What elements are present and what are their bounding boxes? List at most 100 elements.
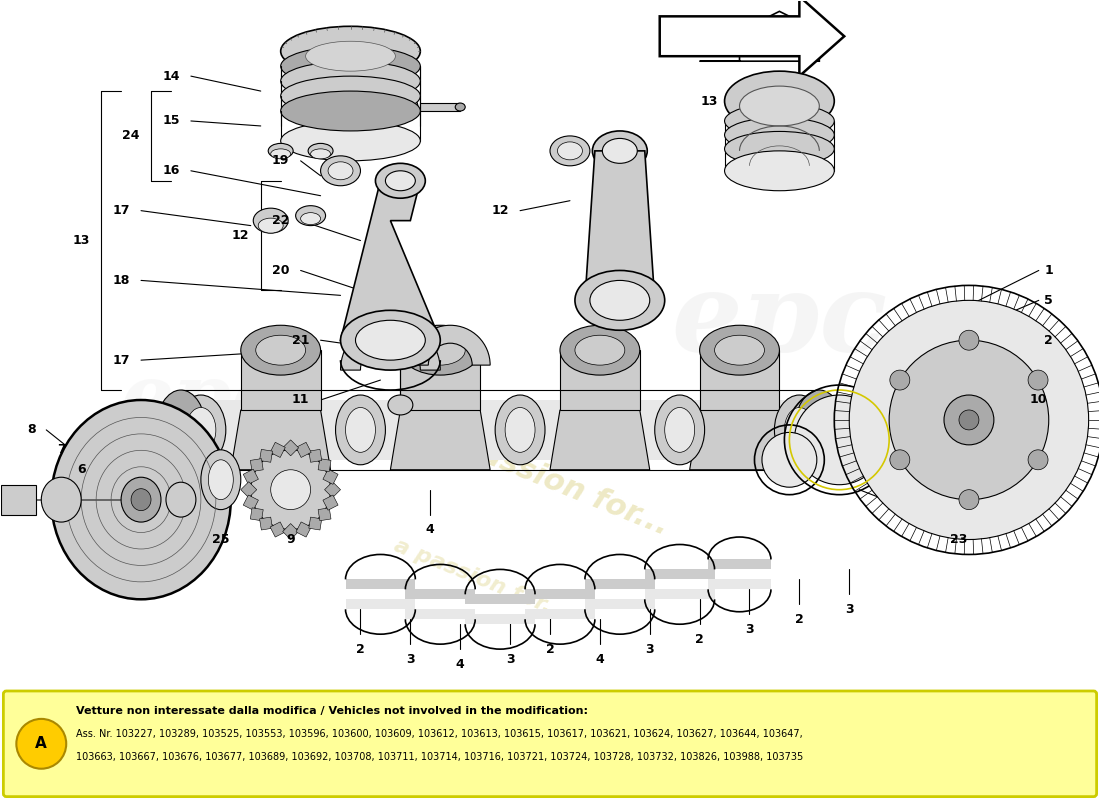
Text: 4: 4 <box>426 523 434 536</box>
Ellipse shape <box>603 138 637 163</box>
Ellipse shape <box>385 170 416 190</box>
Ellipse shape <box>725 151 834 190</box>
Text: 16: 16 <box>163 164 179 178</box>
Polygon shape <box>560 350 640 410</box>
Ellipse shape <box>959 410 979 430</box>
Text: 15: 15 <box>162 114 179 127</box>
Text: 23: 23 <box>950 533 968 546</box>
Text: Ass. Nr. 103227, 103289, 103525, 103553, 103596, 103600, 103609, 103612, 103613,: Ass. Nr. 103227, 103289, 103525, 103553,… <box>76 729 803 739</box>
Ellipse shape <box>575 335 625 365</box>
Text: 6: 6 <box>77 463 86 476</box>
Text: 21: 21 <box>292 334 309 346</box>
Ellipse shape <box>784 407 814 452</box>
Polygon shape <box>585 599 654 610</box>
Text: 8: 8 <box>28 423 35 436</box>
Polygon shape <box>390 410 491 470</box>
Ellipse shape <box>859 310 1079 530</box>
Text: 12: 12 <box>492 204 509 217</box>
Ellipse shape <box>16 719 66 769</box>
Ellipse shape <box>251 450 331 530</box>
Polygon shape <box>645 570 715 579</box>
Polygon shape <box>241 350 320 410</box>
Ellipse shape <box>336 395 385 465</box>
Text: 22: 22 <box>272 214 289 227</box>
Ellipse shape <box>725 103 834 138</box>
Ellipse shape <box>300 213 320 225</box>
Polygon shape <box>345 579 416 590</box>
Ellipse shape <box>654 395 705 465</box>
Ellipse shape <box>42 478 81 522</box>
Ellipse shape <box>959 330 979 350</box>
Polygon shape <box>690 410 790 470</box>
Text: 4: 4 <box>455 658 464 670</box>
Ellipse shape <box>258 218 283 233</box>
Ellipse shape <box>121 478 161 522</box>
Ellipse shape <box>890 450 910 470</box>
Text: 7: 7 <box>57 443 66 456</box>
Text: a passion for...: a passion for... <box>390 535 570 623</box>
Ellipse shape <box>889 340 1048 500</box>
Polygon shape <box>465 614 535 624</box>
Ellipse shape <box>280 121 420 161</box>
Polygon shape <box>585 151 654 300</box>
Ellipse shape <box>725 131 834 166</box>
Ellipse shape <box>310 149 331 159</box>
Ellipse shape <box>393 96 418 116</box>
Ellipse shape <box>774 395 824 465</box>
Ellipse shape <box>320 156 361 186</box>
Ellipse shape <box>400 326 481 375</box>
Polygon shape <box>406 610 475 619</box>
Text: epc: epc <box>120 360 282 440</box>
Ellipse shape <box>253 208 288 233</box>
Ellipse shape <box>176 395 226 465</box>
Text: 1: 1 <box>1044 264 1053 277</box>
Polygon shape <box>708 579 771 590</box>
Text: Vetture non interessate dalla modifica / Vehicles not involved in the modificati: Vetture non interessate dalla modifica /… <box>76 706 588 716</box>
Polygon shape <box>400 350 481 410</box>
Ellipse shape <box>186 407 216 452</box>
Polygon shape <box>700 11 839 61</box>
Ellipse shape <box>341 310 440 370</box>
Polygon shape <box>525 610 595 619</box>
Polygon shape <box>585 579 654 590</box>
Ellipse shape <box>156 390 206 470</box>
Bar <box>1 485 36 514</box>
Polygon shape <box>231 410 331 470</box>
Ellipse shape <box>345 407 375 452</box>
Ellipse shape <box>455 103 465 111</box>
Ellipse shape <box>388 395 412 415</box>
Ellipse shape <box>271 470 310 510</box>
Ellipse shape <box>890 370 910 390</box>
Ellipse shape <box>593 131 647 170</box>
Ellipse shape <box>166 482 196 517</box>
Ellipse shape <box>416 335 465 365</box>
Ellipse shape <box>725 71 834 131</box>
Ellipse shape <box>558 142 582 160</box>
Ellipse shape <box>664 407 694 452</box>
Text: 10: 10 <box>1030 394 1047 406</box>
Text: 3: 3 <box>646 642 654 656</box>
Text: 2: 2 <box>546 642 554 656</box>
Ellipse shape <box>575 270 664 330</box>
Ellipse shape <box>715 335 764 365</box>
Ellipse shape <box>959 490 979 510</box>
Polygon shape <box>420 103 460 111</box>
Wedge shape <box>410 326 491 365</box>
Text: 3: 3 <box>745 622 754 636</box>
Polygon shape <box>406 590 475 599</box>
Text: 2: 2 <box>1044 334 1053 346</box>
Ellipse shape <box>550 136 590 166</box>
Text: 2: 2 <box>795 613 804 626</box>
Polygon shape <box>660 0 845 76</box>
Ellipse shape <box>280 91 420 131</box>
Text: 18: 18 <box>112 274 130 287</box>
Polygon shape <box>345 599 416 610</box>
Ellipse shape <box>355 320 426 360</box>
Ellipse shape <box>700 326 780 375</box>
Ellipse shape <box>794 395 884 485</box>
Text: 17: 17 <box>112 204 130 217</box>
Polygon shape <box>341 181 440 340</box>
Ellipse shape <box>762 432 817 487</box>
Polygon shape <box>180 400 819 460</box>
Text: 3: 3 <box>506 653 515 666</box>
